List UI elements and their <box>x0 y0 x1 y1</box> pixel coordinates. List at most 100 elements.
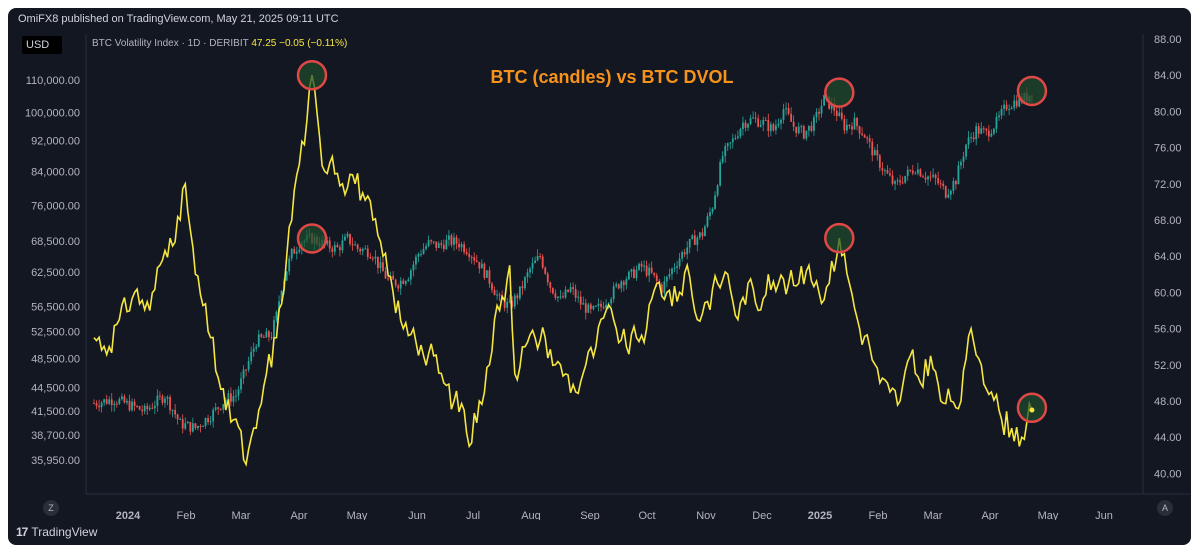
btc-candle-body <box>706 216 709 227</box>
btc-candle-body <box>919 169 922 177</box>
btc-candle-body <box>698 232 701 238</box>
btc-candle-body <box>247 361 250 370</box>
btc-candle-body <box>701 232 704 237</box>
currency-button[interactable]: USD <box>22 36 62 54</box>
btc-candle-body <box>488 270 491 284</box>
btc-candle-body <box>458 243 460 248</box>
btc-candle-body <box>156 395 159 406</box>
series-legend: BTC Volatility Index · 1D · DERIBIT 47.2… <box>92 38 347 49</box>
btc-candle-body <box>268 331 270 337</box>
btc-candle-body <box>524 277 526 289</box>
btc-candle-body <box>785 108 787 110</box>
x-tick-label: May <box>1038 510 1059 520</box>
btc-candle-body <box>805 130 808 139</box>
btc-candle-body <box>924 177 927 180</box>
btc-candle-body <box>985 128 988 131</box>
legend-values: 47.25 −0.05 (−0.11%) <box>251 38 348 49</box>
btc-candle-body <box>207 418 209 423</box>
btc-candle-body <box>331 248 334 252</box>
x-tick-label: Apr <box>981 510 998 520</box>
btc-candle-body <box>516 295 519 299</box>
btc-candle-body <box>153 405 156 409</box>
btc-candle-body <box>813 117 815 131</box>
x-tick-label: 2025 <box>808 510 832 520</box>
btc-candle-body <box>673 267 676 269</box>
btc-candle-body <box>242 369 245 379</box>
btc-candle-body <box>105 399 108 404</box>
btc-candle-body <box>775 125 777 131</box>
btc-candle-body <box>442 244 445 250</box>
btc-candle-body <box>141 409 144 412</box>
x-tick-label: Feb <box>869 510 888 520</box>
btc-candle-body <box>427 240 430 246</box>
btc-candle-body <box>465 252 468 255</box>
btc-candle-body <box>463 244 466 253</box>
btc-candle-body <box>711 208 714 212</box>
btc-candle-body <box>1013 100 1016 108</box>
btc-candle-body <box>866 137 869 139</box>
btc-candle-body <box>250 351 253 362</box>
btc-candle-body <box>280 290 283 302</box>
btc-candle-body <box>564 289 567 298</box>
btc-candle-body <box>255 346 258 349</box>
btc-candle-body <box>736 136 739 138</box>
btc-candle-body <box>597 303 600 306</box>
btc-candle-body <box>845 124 848 131</box>
btc-candle-body <box>818 111 820 114</box>
btc-candle-body <box>328 240 331 249</box>
x-tick-label: Mar <box>232 510 251 520</box>
btc-candle-body <box>769 124 772 132</box>
left-tick-label: 44,500.00 <box>31 383 80 395</box>
btc-candle-body <box>344 236 346 241</box>
btc-candle-body <box>298 249 301 252</box>
btc-candle-body <box>412 264 415 271</box>
btc-candle-body <box>972 137 975 140</box>
left-tick-label: 35,950.00 <box>31 455 80 467</box>
btc-candle-body <box>1003 104 1005 110</box>
highlight-circle <box>1016 75 1048 107</box>
auto-scale-right-button[interactable]: A <box>1157 500 1173 516</box>
btc-candle-body <box>169 397 171 411</box>
btc-candle-body <box>161 396 164 403</box>
btc-candle-body <box>820 105 823 114</box>
btc-candle-body <box>483 263 486 278</box>
btc-candle-body <box>605 304 607 309</box>
btc-candle-body <box>232 396 235 402</box>
btc-candle-body <box>115 403 118 405</box>
x-tick-label: Mar <box>924 510 943 520</box>
btc-candle-body <box>118 399 121 404</box>
btc-candle-body <box>990 133 993 137</box>
btc-candle-body <box>891 175 894 184</box>
dvol-line <box>93 75 1033 467</box>
tradingview-logo[interactable]: 17 TradingView <box>16 520 97 545</box>
btc-candle-body <box>551 287 554 294</box>
btc-candle-body <box>422 248 425 254</box>
btc-candle-body <box>858 126 861 134</box>
btc-candle-body <box>252 348 255 352</box>
btc-candle-body <box>595 305 597 307</box>
btc-candle-body <box>417 253 420 257</box>
btc-candle-body <box>366 248 369 258</box>
btc-candle-body <box>942 183 945 187</box>
btc-candle-body <box>840 112 843 119</box>
btc-candle-body <box>582 303 585 305</box>
btc-candle-body <box>493 289 496 296</box>
btc-candle-body <box>987 130 990 137</box>
btc-candle-body <box>240 378 242 390</box>
btc-candle-body <box>640 263 643 267</box>
btc-candle-body <box>797 126 800 134</box>
btc-candle-body <box>415 256 417 265</box>
btc-candle-body <box>638 263 640 270</box>
chart-svg[interactable]: 110,000.00 100,000.00 92,000.00 84,000.00 76… <box>8 30 1191 520</box>
x-tick-label: 2024 <box>116 510 141 520</box>
btc-candle-body <box>615 284 618 287</box>
btc-candle-body <box>356 244 359 249</box>
btc-candle-body <box>536 256 539 261</box>
auto-scale-left-button[interactable]: Z <box>43 500 59 516</box>
btc-candle-body <box>881 167 884 171</box>
btc-candle-body <box>349 233 351 244</box>
btc-candle-body <box>896 180 899 182</box>
btc-candle-body <box>554 293 557 298</box>
btc-candle-body <box>224 399 227 405</box>
btc-candle-body <box>851 126 853 130</box>
